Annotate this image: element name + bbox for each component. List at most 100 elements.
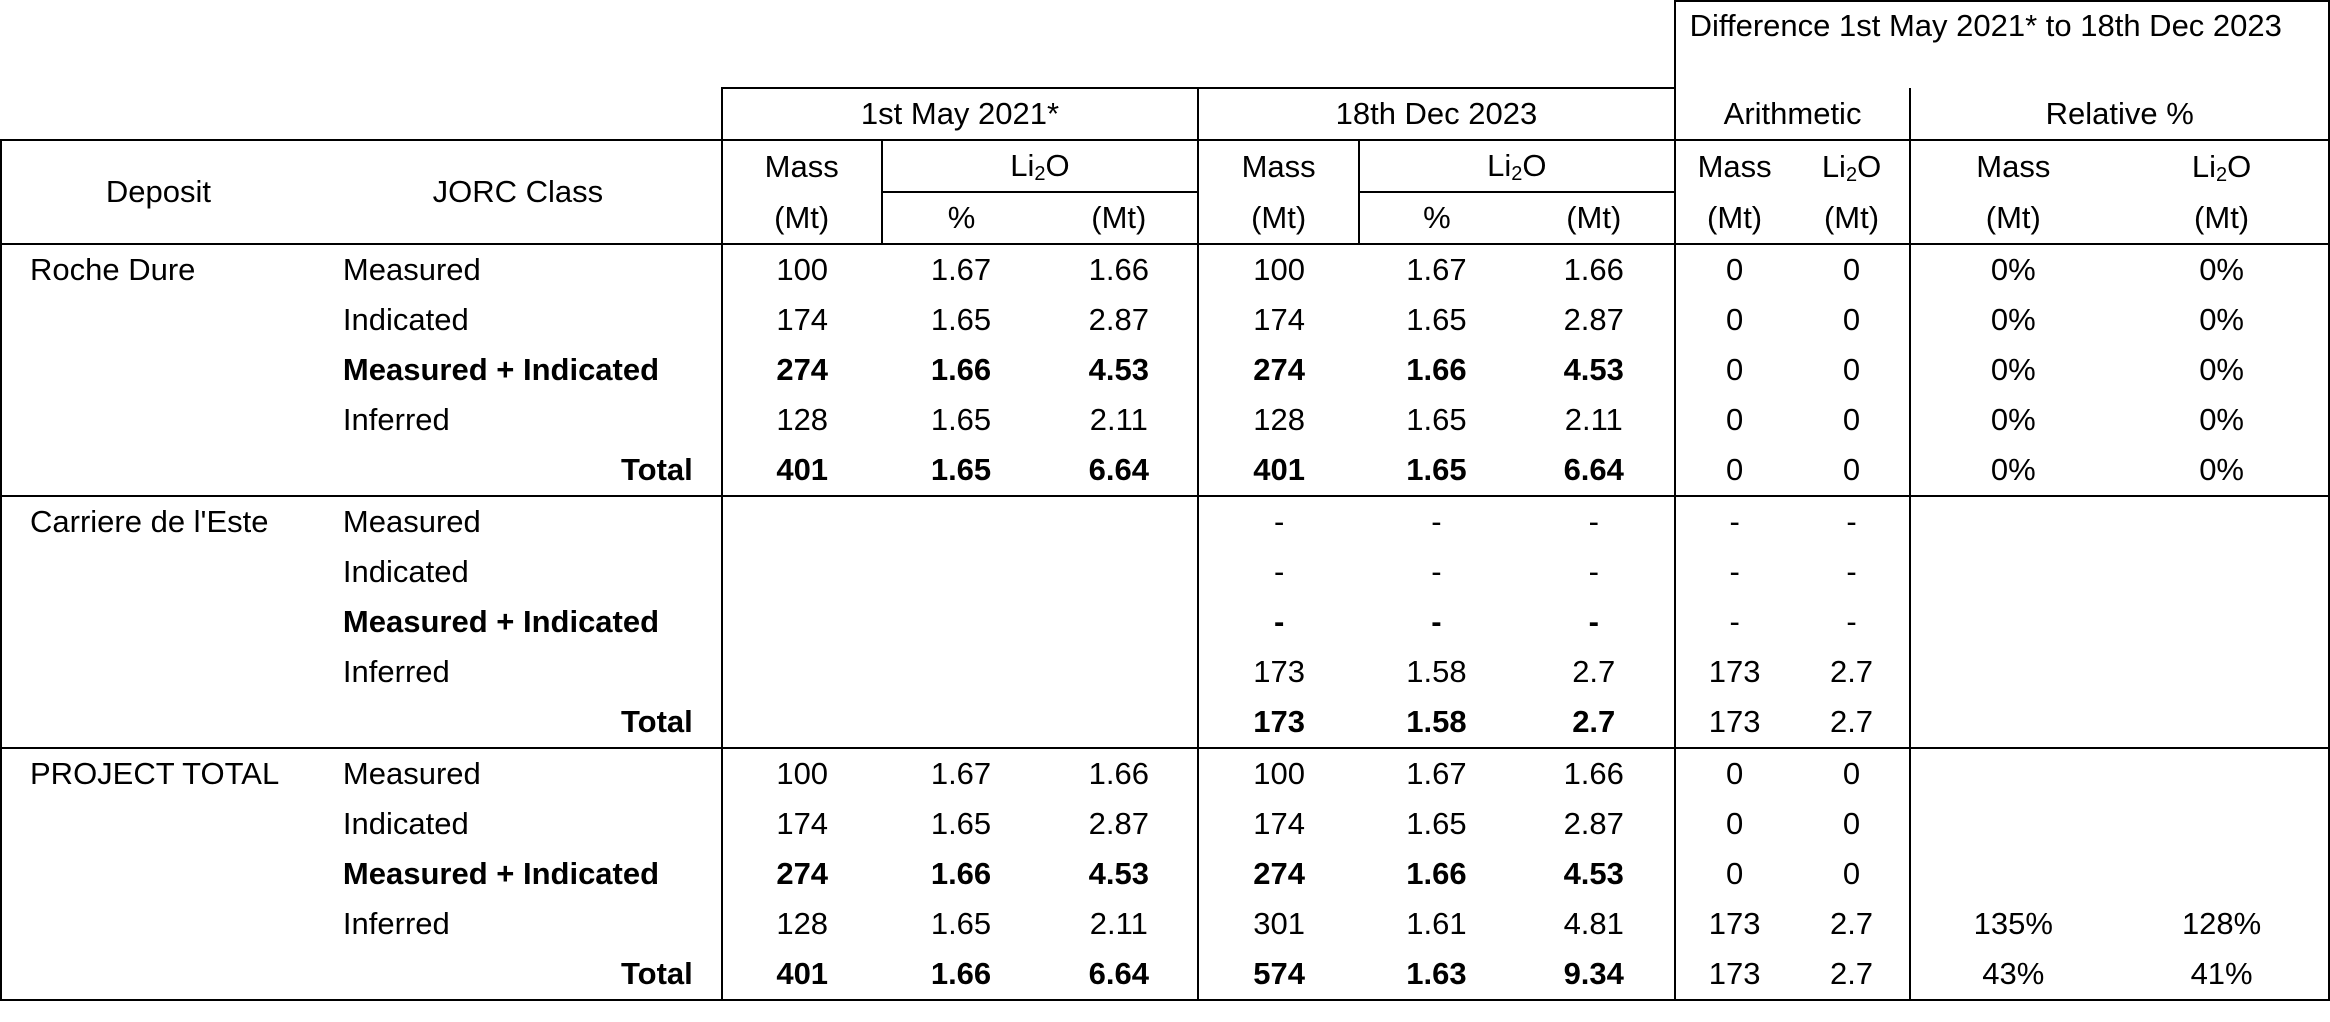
unit-header: (Mt) xyxy=(1197,192,1360,245)
value-cell-c1: 6.64 xyxy=(1040,445,1199,497)
value-cell-m1 xyxy=(720,647,882,697)
value-cell-m2: 401 xyxy=(1197,445,1360,497)
deposit-cell: Carriere de l'Este xyxy=(0,495,315,547)
value-cell-am: 173 xyxy=(1673,899,1794,949)
value-cell-rm xyxy=(1909,697,2116,749)
value-cell-am: - xyxy=(1673,547,1794,597)
value-cell-g1 xyxy=(882,597,1041,647)
value-cell-am: - xyxy=(1673,597,1794,647)
value-cell-c2: 1.66 xyxy=(1513,747,1675,799)
value-cell-m1: 401 xyxy=(720,445,882,497)
value-cell-g2: 1.66 xyxy=(1406,856,1467,891)
deposit-cell xyxy=(0,697,315,749)
value-cell-g2: - xyxy=(1431,554,1442,589)
mass-header: Mass xyxy=(1909,140,2116,192)
value-cell-m1: 274 xyxy=(720,345,882,395)
table-row: PROJECT TOTAL Measured 100 1.67 1.66 100 1.67 1… xyxy=(0,747,2330,799)
value-cell-g1: 1.66 xyxy=(930,352,992,387)
deposit-cell xyxy=(0,547,315,597)
deposit-cell xyxy=(0,899,315,949)
value-cell-g1: 1.67 xyxy=(881,747,1041,799)
deposit-cell: Roche Dure xyxy=(0,243,315,295)
value-cell-g1 xyxy=(881,697,1041,749)
header-row-difference: Difference 1st May 2021* to 18th Dec 202… xyxy=(1,0,2330,88)
value-cell-rc: 0% xyxy=(2115,345,2330,395)
jorc-class-cell: Total xyxy=(314,445,722,497)
value-cell-c2: - xyxy=(1588,554,1599,589)
value-cell-rm: 0% xyxy=(1909,295,2116,345)
deposit-cell xyxy=(0,295,315,345)
value-cell-m2: 128 xyxy=(1197,395,1360,445)
value-cell-rm xyxy=(1909,647,2116,697)
value-cell-m2: 174 xyxy=(1197,799,1360,849)
jorc-class-cell: Indicated xyxy=(342,302,469,337)
unit-header: (Mt) xyxy=(1793,192,1911,245)
value-cell-am: 0 xyxy=(1673,799,1794,849)
table-body: Roche Dure Measured 100 1.67 1.66 100 1.67 1.66… xyxy=(0,243,2330,1001)
value-cell-g1: 1.66 xyxy=(881,949,1041,1001)
mass-header: Mass xyxy=(1197,140,1360,192)
jorc-class-cell: Measured xyxy=(314,495,722,547)
value-cell-rm xyxy=(1909,495,2116,547)
value-cell-am: - xyxy=(1673,495,1794,547)
value-cell-c2: 9.34 xyxy=(1513,949,1675,1001)
value-cell-c2: 1.66 xyxy=(1513,243,1675,295)
period2-header: 18th Dec 2023 xyxy=(1197,87,1675,141)
table-row: Indicated 174 1.65 2.87 174 1.65 2.87 0 0 xyxy=(0,799,2330,849)
value-cell-m1: 128 xyxy=(720,899,882,949)
value-cell-rc xyxy=(2115,547,2330,597)
jorc-class-cell: Inferred xyxy=(342,402,450,437)
value-cell-c2: 2.87 xyxy=(1563,302,1624,337)
li2o-header: Li2O xyxy=(1358,140,1675,193)
mass-header: Mass xyxy=(720,140,882,192)
jorc-class-cell: Measured xyxy=(314,243,722,295)
value-cell-rc: 0% xyxy=(2115,243,2330,295)
value-cell-rm: 0% xyxy=(1909,345,2116,395)
value-cell-m1: 100 xyxy=(720,747,882,799)
value-cell-ac: 2.7 xyxy=(1829,654,1874,689)
value-cell-c1: 6.64 xyxy=(1040,949,1199,1001)
jorc-class-header: JORC Class xyxy=(314,139,722,245)
value-cell-rc xyxy=(2115,849,2330,899)
deposit-header: Deposit xyxy=(0,139,315,245)
value-cell-c2: - xyxy=(1513,495,1675,547)
value-cell-rc xyxy=(2115,647,2330,697)
value-cell-g1: 1.65 xyxy=(930,906,992,941)
value-cell-c2: 2.7 xyxy=(1572,654,1616,689)
value-cell-m2: 173 xyxy=(1197,697,1360,749)
value-cell-m2: 574 xyxy=(1197,949,1360,1001)
jorc-class-cell: Inferred xyxy=(342,906,450,941)
table-row: Measured + Indicated 274 1.66 4.53 274 1.66 4.… xyxy=(0,849,2330,899)
value-cell-am: 173 xyxy=(1673,647,1794,697)
value-cell-c1 xyxy=(1040,697,1199,749)
value-cell-c1 xyxy=(1040,647,1198,697)
value-cell-g2: 1.65 xyxy=(1406,302,1467,337)
value-cell-rm xyxy=(1909,747,2116,799)
table-row: Inferred 128 1.65 2.11 301 1.61 4.81 173 2.7 135%… xyxy=(0,899,2330,949)
value-cell-rm xyxy=(1909,547,2116,597)
deposit-cell: PROJECT TOTAL xyxy=(0,747,315,799)
value-cell-g1: 1.65 xyxy=(881,445,1041,497)
value-cell-g2: 1.63 xyxy=(1359,949,1514,1001)
value-cell-rm xyxy=(1909,849,2116,899)
value-cell-g1: 1.65 xyxy=(930,302,992,337)
value-cell-am: 0 xyxy=(1673,395,1794,445)
table-row: Indicated - - - - - xyxy=(0,547,2330,597)
deposit-cell xyxy=(0,345,315,395)
unit-header: % xyxy=(1358,192,1514,245)
value-cell-m2: 274 xyxy=(1197,345,1360,395)
value-cell-g1 xyxy=(882,547,1041,597)
header-row-units: (Mt) % (Mt) (Mt) % (Mt) (Mt) (Mt) (Mt) (… xyxy=(1,192,2330,245)
value-cell-rm xyxy=(1909,799,2116,849)
mass-header: Mass xyxy=(1673,140,1794,192)
deposit-cell xyxy=(0,799,315,849)
value-cell-g2: 1.66 xyxy=(1406,352,1467,387)
value-cell-rc: 0% xyxy=(2115,395,2330,445)
value-cell-rm: 43% xyxy=(1909,949,2116,1001)
value-cell-am: 0 xyxy=(1673,243,1794,295)
value-cell-g1 xyxy=(881,495,1041,547)
value-cell-ac: 2.7 xyxy=(1793,949,1911,1001)
value-cell-g2: 1.65 xyxy=(1406,402,1467,437)
value-cell-ac: 0 xyxy=(1842,352,1861,387)
deposit-cell xyxy=(0,395,315,445)
